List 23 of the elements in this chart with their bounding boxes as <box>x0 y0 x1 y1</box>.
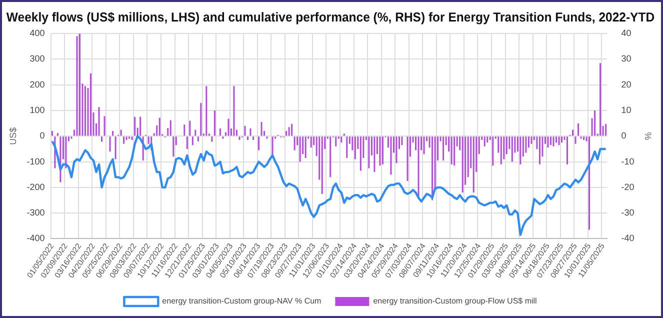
y-axis-title: US$ <box>8 127 18 145</box>
y2-tick-label: 30 <box>621 54 632 64</box>
y2-tick-label: -30 <box>621 208 634 218</box>
y2-tick-label: -10 <box>621 156 634 166</box>
y2-tick-label: -20 <box>621 182 634 192</box>
y2-tick-label: 0 <box>621 130 626 141</box>
legend-label: energy transition-Custom group-NAV % Cum <box>162 296 322 306</box>
y-tick-label: -100 <box>26 156 45 166</box>
y-tick-label: 300 <box>30 54 45 64</box>
y2-axis-title: % <box>643 132 654 140</box>
y-tick-label: -400 <box>26 233 45 244</box>
y-tick-label: 0 <box>40 130 45 141</box>
y2-tick-label: 10 <box>621 104 632 115</box>
y2-tick-label: 40 <box>621 28 632 38</box>
y-tick-label: 200 <box>30 79 45 90</box>
chart-title: Weekly flows (US$ millions, LHS) and cumulative performance (%, RHS) for Energy Transition Funds, 2022-YTD <box>6 10 655 24</box>
y-tick-label: -200 <box>26 182 45 192</box>
legend-label: energy transition-Custom group-Flow US$ mill <box>373 296 538 306</box>
y2-tick-label: -40 <box>621 233 634 244</box>
y2-tick-label: 20 <box>621 79 632 90</box>
y-tick-label: -300 <box>26 208 45 218</box>
y-tick-label: 100 <box>30 104 45 115</box>
y-tick-label: 400 <box>30 28 45 38</box>
